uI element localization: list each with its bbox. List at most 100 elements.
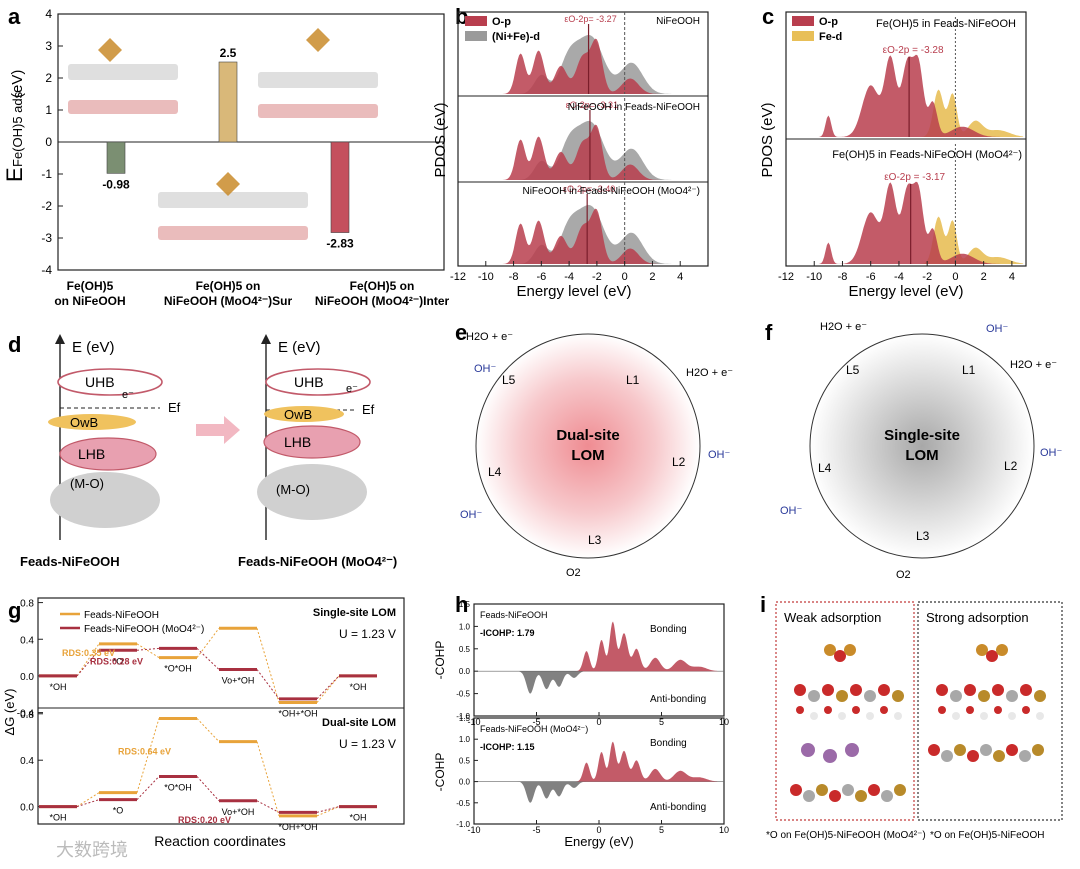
g0-y-tick-label-0: 0.8 <box>20 599 34 610</box>
panel-g-x-label: Reaction coordinates <box>154 833 286 849</box>
c-subpanel-title-1: Fe(OH)5 in Feads-NiFeOOH (MoO4²⁻) <box>832 149 1022 161</box>
g0-step-label-4: *OH+*OH <box>278 709 317 719</box>
e-oh-bottom: OH⁻ <box>460 509 483 521</box>
i-atom-25 <box>868 784 880 796</box>
e-o2: O2 <box>566 567 581 579</box>
f-cycle-ring <box>809 333 1035 559</box>
g0-step-label-1: *O <box>113 656 124 666</box>
c-subpanel-title-0: Fe(OH)5 in Feads-NiFeOOH <box>876 18 1016 30</box>
i-atom-58 <box>996 644 1008 656</box>
d-right-axis-arrow <box>261 334 271 344</box>
panel-a-bars: -0.98 2.5 -2.83 <box>102 46 354 251</box>
d-right-fermi-label: Ef <box>362 402 375 417</box>
d-left-caption: Feads-NiFeOOH <box>20 554 120 569</box>
slab-1b <box>68 100 178 114</box>
i-atom-56 <box>976 644 988 656</box>
slab-2a <box>258 72 378 88</box>
e-oh-right: OH⁻ <box>708 449 731 461</box>
h1-title: Feads-NiFeOOH (MoO4²⁻) <box>480 724 588 734</box>
i-atom-55 <box>1032 744 1044 756</box>
g1-y-tick-label-0: 0.8 <box>20 710 34 721</box>
g0-y-tick-label-2: 0.0 <box>20 672 34 683</box>
b-curve-op-2 <box>485 208 681 264</box>
polyhedron-2 <box>306 28 330 52</box>
b-x-tick-label-2: -8 <box>509 271 519 283</box>
panel-c-pdos: εO-2p = -3.28 Fe(OH)5 in Feads-NiFeOOH εO-… <box>759 11 1027 300</box>
i-atom-9 <box>810 712 818 720</box>
g1-step-label-0: *OH <box>49 813 66 823</box>
i-atom-21 <box>816 784 828 796</box>
d-left-uhb <box>57 368 163 396</box>
i-atom-15 <box>894 712 902 720</box>
a-category-1-0: Fe(OH)5 on <box>196 279 261 293</box>
h0-y-tick-label-4: -0.5 <box>456 690 470 699</box>
h0-x-tick-label-4: 10 <box>719 717 729 727</box>
panel-b-legend: O-p (Ni+Fe)-d <box>465 16 540 43</box>
panel-c-curves: εO-2p = -3.28 Fe(OH)5 in Feads-NiFeOOH εO-… <box>800 17 1024 264</box>
b-x-tick-label-6: 0 <box>622 271 628 283</box>
g1-link-0-4 <box>316 806 340 817</box>
h0-bonding-area <box>574 621 718 672</box>
i-atom-11 <box>838 712 846 720</box>
i-atom-52 <box>993 750 1005 762</box>
i-right-title: Strong adsorption <box>926 610 1029 625</box>
panel-e-dual-site-cycle: Dual-site LOM L1 L2 L3 L4 L5 H2O + e⁻ H2… <box>460 331 733 579</box>
b-curve-op-1 <box>485 124 681 180</box>
i-atom-10 <box>824 706 832 714</box>
i-atom-33 <box>964 684 976 696</box>
c-x-tick-label-3: -6 <box>866 271 876 283</box>
panel-a-structure-3 <box>158 172 308 240</box>
d-left-lhb-label: LHB <box>78 446 105 462</box>
g0-y-tick-label-3: -0.4 <box>17 709 35 720</box>
i-atom-14 <box>880 706 888 714</box>
panel-a-structure-2 <box>258 28 378 118</box>
legend-swatch-fed <box>792 31 814 41</box>
d-left-fermi-label: Ef <box>168 400 181 415</box>
i-atom-51 <box>980 744 992 756</box>
g1-link-0-3 <box>256 741 280 817</box>
f-o2: O2 <box>896 569 911 581</box>
slab-2b <box>258 104 378 118</box>
h0-x-tick-label-1: -5 <box>532 717 540 727</box>
i-atom-47 <box>928 744 940 756</box>
polyhedron-1 <box>98 38 122 62</box>
panel-g-frame <box>37 597 405 825</box>
a-bar-0 <box>106 141 126 174</box>
legend-swatch-op <box>465 16 487 26</box>
g1-u-label: U = 1.23 V <box>339 737 396 751</box>
c-x-tick-label-2: -8 <box>838 271 848 283</box>
panel-letter-e: e <box>455 320 467 345</box>
f-oh-top: OH⁻ <box>986 323 1009 335</box>
h1-y-tick-label-4: -0.5 <box>456 799 470 808</box>
f-oh-right: OH⁻ <box>1040 447 1063 459</box>
panel-h-cohp: 1.5 1.0 0.5 0.0 -0.5 -1.0 Feads-NiFeOOH -ICOHP:… <box>433 600 729 849</box>
g0-link-1-2 <box>196 648 220 670</box>
h1-y-tick-label-0: 1.5 <box>459 714 471 723</box>
i-atom-22 <box>829 790 841 802</box>
d-left-mo <box>50 472 160 528</box>
f-center-line2: LOM <box>905 447 938 464</box>
e-oh-left: OH⁻ <box>474 363 497 375</box>
g1-link-1-0 <box>76 799 100 808</box>
i-atom-42 <box>980 712 988 720</box>
i-atom-57 <box>986 650 998 662</box>
i-atom-53 <box>1006 744 1018 756</box>
panel-letter-g: g <box>8 598 21 623</box>
i-atom-12 <box>852 706 860 714</box>
g0-link-1-4 <box>316 675 340 700</box>
panel-letter-c: c <box>762 4 774 29</box>
i-atom-5 <box>864 690 876 702</box>
h1-x-tick-label-0: -10 <box>467 825 480 835</box>
d-right-axis-label: E (eV) <box>278 339 321 356</box>
e-center-line1: Dual-site <box>556 427 619 444</box>
a-bar-value-2: -2.83 <box>326 237 354 251</box>
c-center-label-0: εO-2p = -3.28 <box>883 45 944 56</box>
g1-link-0-1 <box>136 718 160 793</box>
h1-x-tick-label-2: 0 <box>596 825 601 835</box>
e-step-l4: L4 <box>488 465 502 479</box>
panel-letter-h: h <box>455 592 468 617</box>
a-y-tick-label-2: 2 <box>45 71 52 85</box>
i-atom-17 <box>823 749 837 763</box>
a-category-2-0: Fe(OH)5 on <box>350 279 415 293</box>
